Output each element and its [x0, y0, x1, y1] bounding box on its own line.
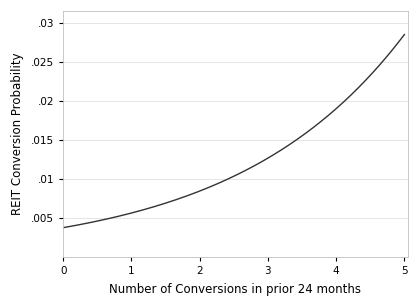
Y-axis label: REIT Conversion Probability: REIT Conversion Probability: [11, 53, 24, 215]
X-axis label: Number of Conversions in prior 24 months: Number of Conversions in prior 24 months: [109, 283, 362, 296]
